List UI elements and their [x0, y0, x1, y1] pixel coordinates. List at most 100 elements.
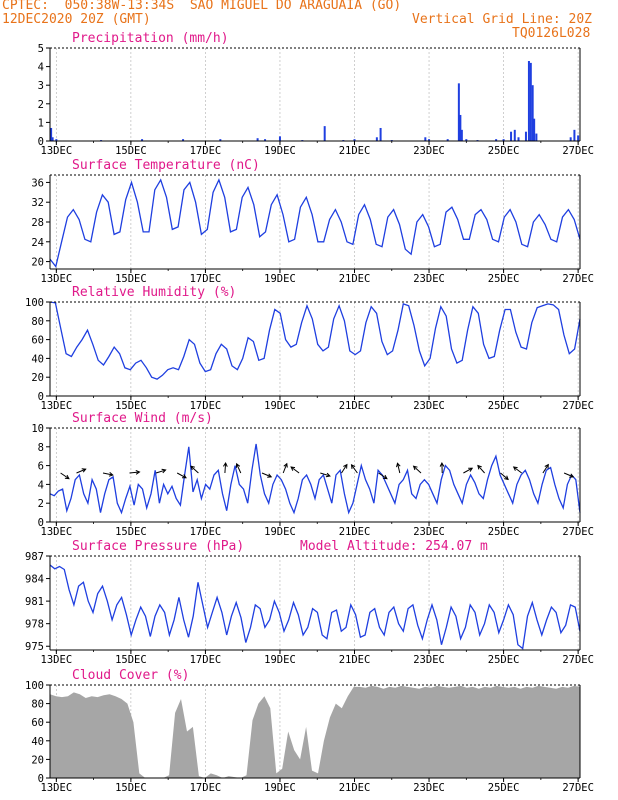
series-line: [49, 443, 581, 515]
x-tick-label: 15DEC: [115, 654, 147, 666]
precip-bar: [446, 139, 449, 141]
wind-arrow-shaft: [129, 471, 140, 474]
wind-arrow-head: [64, 474, 70, 480]
wind-arrow-shaft: [463, 467, 473, 474]
wind-arrow-shaft: [542, 464, 549, 474]
y-tick-label: 36: [31, 177, 44, 189]
y-tick-label: 100: [25, 680, 44, 692]
y-tick-label: 0: [38, 391, 44, 403]
x-tick-label: 27DEC: [562, 654, 594, 666]
y-tick-label: 1: [38, 117, 44, 129]
y-tick-label: 0: [38, 136, 44, 148]
wind-arrow-head: [396, 462, 401, 468]
x-tick-label: 19DEC: [264, 526, 296, 538]
panel-title: Surface Pressure (hPa): [72, 539, 244, 554]
x-tick-label: 19DEC: [264, 782, 296, 794]
header-model-code: TQ0126L028: [512, 26, 591, 41]
header-grid-line-note: Vertical Grid Line: 20Z: [412, 12, 593, 27]
precip-bar: [375, 137, 378, 141]
panel-title: Precipitation (mm/h): [72, 31, 229, 46]
y-tick-label: 0: [38, 517, 44, 529]
wind-arrow-shaft: [60, 472, 70, 480]
x-tick-label: 23DEC: [413, 145, 445, 157]
y-tick-label: 975: [25, 641, 44, 653]
precip-bar: [55, 139, 58, 141]
precip-bar: [573, 129, 576, 141]
series-line: [49, 178, 581, 268]
precip-bar: [50, 127, 53, 141]
y-tick-label: 80: [31, 316, 44, 328]
wind-arrow-head: [477, 464, 482, 470]
y-tick-label: 984: [25, 574, 44, 586]
y-tick-label: 5: [38, 43, 44, 55]
y-tick-label: 981: [25, 596, 44, 608]
wind-arrow-shaft: [500, 472, 509, 480]
header-date-line: 12DEC2020 20Z (GMT): [2, 12, 151, 27]
panel-2: Surface Temperature (nC) 13DEC 15DEC 17DEC 1…: [31, 158, 594, 285]
wind-arrow-shaft: [76, 468, 86, 474]
x-tick-label: 15DEC: [115, 782, 147, 794]
x-tick-label: 13DEC: [41, 654, 73, 666]
wind-arrow-shaft: [413, 465, 422, 474]
x-tick-label: 19DEC: [264, 145, 296, 157]
x-tick-label: 15DEC: [115, 400, 147, 412]
y-tick-label: 40: [31, 353, 44, 365]
y-tick-label: 60: [31, 717, 44, 729]
wind-arrow-head: [343, 463, 348, 469]
precip-bar: [513, 129, 516, 141]
y-tick-label: 100: [25, 297, 44, 309]
wind-arrow-head: [504, 475, 509, 481]
wind-arrow-head: [267, 473, 273, 478]
wind-arrow-head: [382, 474, 388, 480]
x-tick-label: 23DEC: [413, 782, 445, 794]
wind-arrow-shaft: [397, 463, 401, 474]
precip-bar: [278, 136, 281, 141]
y-tick-label: 20: [31, 372, 44, 384]
x-tick-label: 13DEC: [41, 400, 73, 412]
x-tick-label: 25DEC: [488, 526, 520, 538]
y-tick-label: 24: [31, 237, 44, 249]
series-line: [49, 301, 581, 380]
x-tick-label: 23DEC: [413, 273, 445, 285]
x-tick-label: 21DEC: [339, 273, 371, 285]
wind-arrow-head: [190, 465, 196, 471]
wind-arrow-shaft: [102, 472, 113, 476]
wind-arrow-head: [350, 464, 356, 469]
x-tick-label: 13DEC: [41, 782, 73, 794]
wind-arrow-shaft: [513, 466, 522, 474]
x-tick-label: 21DEC: [339, 782, 371, 794]
y-tick-label: 28: [31, 217, 44, 229]
y-tick-label: 32: [31, 197, 44, 209]
x-tick-label: 17DEC: [190, 782, 222, 794]
series-line: [49, 564, 581, 650]
y-tick-label: 987: [25, 551, 44, 563]
x-tick-label: 23DEC: [413, 400, 445, 412]
panel-title: Surface Temperature (nC): [72, 158, 260, 173]
precip-bar: [577, 135, 580, 141]
precip-bar: [524, 131, 527, 141]
wind-arrow-shaft: [477, 465, 485, 474]
x-tick-label: 19DEC: [264, 400, 296, 412]
x-tick-label: 21DEC: [339, 526, 371, 538]
x-tick-label: 13DEC: [41, 145, 73, 157]
x-tick-label: 21DEC: [339, 654, 371, 666]
y-tick-label: 10: [31, 423, 44, 435]
precip-bar: [531, 85, 534, 141]
x-tick-label: 25DEC: [488, 654, 520, 666]
x-tick-label: 17DEC: [190, 400, 222, 412]
panel-title: Relative Humidity (%): [72, 285, 236, 300]
x-tick-label: 27DEC: [562, 782, 594, 794]
precip-bar: [529, 62, 532, 141]
precip-bar: [182, 139, 185, 141]
x-tick-label: 25DEC: [488, 273, 520, 285]
precip-bar: [459, 114, 462, 141]
precip-bar: [256, 138, 259, 141]
x-tick-label: 21DEC: [339, 145, 371, 157]
wind-arrow-shaft: [563, 472, 574, 478]
x-tick-label: 17DEC: [190, 526, 222, 538]
wind-arrow-shaft: [378, 472, 388, 480]
y-tick-label: 4: [38, 62, 44, 74]
x-tick-label: 19DEC: [264, 273, 296, 285]
x-tick-label: 17DEC: [190, 654, 222, 666]
